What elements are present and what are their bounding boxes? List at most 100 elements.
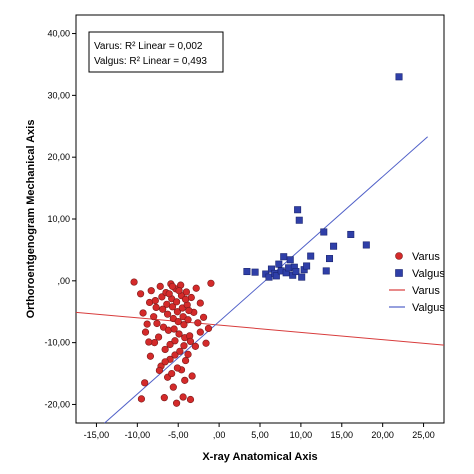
point-varus — [145, 338, 153, 346]
y-tick-label: 20,00 — [47, 152, 70, 162]
point-varus — [173, 364, 182, 372]
point-varus — [191, 342, 199, 350]
legend: Varus Valgus Varus Valgus — [389, 251, 445, 314]
point-valgus — [280, 253, 288, 261]
point-valgus — [265, 273, 273, 281]
point-varus — [171, 337, 179, 345]
point-varus — [173, 308, 182, 316]
point-valgus — [326, 255, 334, 263]
point-varus — [168, 303, 177, 311]
point-varus — [137, 395, 146, 403]
point-valgus — [275, 260, 283, 268]
point-varus — [185, 306, 193, 315]
point-valgus — [320, 228, 328, 236]
point-varus — [186, 337, 195, 346]
point-varus — [165, 290, 173, 298]
x-tick-label: -15,00 — [84, 430, 110, 440]
legend-label: Valgus — [412, 268, 445, 280]
point-varus — [153, 319, 161, 328]
x-tick-label: -5,00 — [168, 430, 189, 440]
point-varus — [171, 351, 179, 359]
point-varus — [156, 282, 164, 290]
legend-label: Varus — [412, 251, 440, 263]
point-valgus — [330, 242, 338, 250]
point-varus — [181, 356, 190, 365]
point-varus — [169, 383, 177, 391]
point-valgus — [286, 256, 294, 264]
point-varus — [168, 369, 176, 378]
point-valgus — [303, 262, 311, 270]
y-tick-label: ,00 — [57, 276, 70, 286]
point-varus — [186, 395, 195, 404]
point-varus — [184, 350, 192, 358]
point-valgus — [395, 73, 403, 81]
point-varus — [188, 372, 196, 380]
plot-area — [75, 14, 445, 424]
point-varus — [175, 287, 183, 295]
r2-annotation-box — [88, 31, 224, 73]
legend-marker-varus-points — [395, 252, 403, 260]
point-valgus — [322, 267, 330, 275]
point-valgus — [295, 216, 303, 224]
x-tick-label: 25,00 — [412, 430, 435, 440]
point-varus — [158, 293, 166, 301]
point-varus — [147, 287, 155, 295]
y-axis-ticks: -20,00 -10,00 ,00 10,00 20,00 30,00 40,00 — [44, 29, 76, 409]
x-axis-title: X-ray Anatomical Axis — [202, 451, 317, 463]
point-valgus — [307, 252, 315, 260]
point-varus — [152, 303, 160, 312]
point-valgus — [294, 206, 302, 214]
y-tick-label: 30,00 — [47, 90, 70, 100]
point-valgus — [272, 272, 280, 280]
point-varus — [146, 352, 155, 360]
point-varus — [202, 339, 210, 347]
point-varus — [141, 379, 149, 387]
point-varus — [141, 328, 150, 336]
y-tick-label: 40,00 — [47, 29, 70, 39]
point-varus — [184, 316, 192, 324]
point-varus — [130, 278, 138, 286]
point-varus — [168, 282, 177, 290]
point-varus — [154, 333, 163, 341]
point-varus — [150, 313, 158, 321]
point-varus — [175, 330, 183, 338]
point-varus — [170, 325, 178, 333]
y-tick-label: -10,00 — [44, 338, 70, 348]
point-varus — [176, 347, 184, 355]
legend-label: Valgus — [412, 302, 445, 314]
point-varus — [182, 288, 190, 296]
x-tick-label: ,00 — [213, 430, 226, 440]
point-varus — [151, 297, 159, 305]
point-varus — [196, 299, 204, 307]
x-tick-label: 5,00 — [251, 430, 269, 440]
point-varus — [181, 376, 189, 384]
point-valgus — [362, 241, 370, 249]
x-tick-label: 15,00 — [331, 430, 354, 440]
point-varus — [161, 345, 169, 354]
point-varus — [155, 366, 164, 375]
x-tick-label: 20,00 — [371, 430, 394, 440]
point-varus — [161, 358, 169, 366]
point-valgus — [298, 273, 306, 281]
point-varus — [180, 321, 188, 329]
point-varus — [159, 305, 167, 313]
point-varus — [163, 310, 172, 318]
data-points — [130, 73, 403, 407]
y-axis-title: Orthoroentgenogram Mechanical Axis — [25, 120, 37, 319]
point-varus — [199, 313, 208, 321]
point-varus — [172, 399, 181, 407]
y-tick-label: 10,00 — [47, 214, 70, 224]
point-varus — [180, 342, 188, 350]
point-varus — [192, 284, 200, 292]
y-tick-label: -20,00 — [44, 399, 70, 409]
legend-marker-valgus-points — [395, 269, 403, 277]
point-varus — [172, 298, 181, 306]
point-varus — [207, 279, 215, 287]
x-tick-label: -10,00 — [125, 430, 151, 440]
point-varus — [196, 328, 204, 336]
point-varus — [181, 295, 190, 303]
point-valgus — [347, 230, 355, 238]
point-varus — [143, 320, 151, 328]
point-varus — [160, 394, 168, 402]
